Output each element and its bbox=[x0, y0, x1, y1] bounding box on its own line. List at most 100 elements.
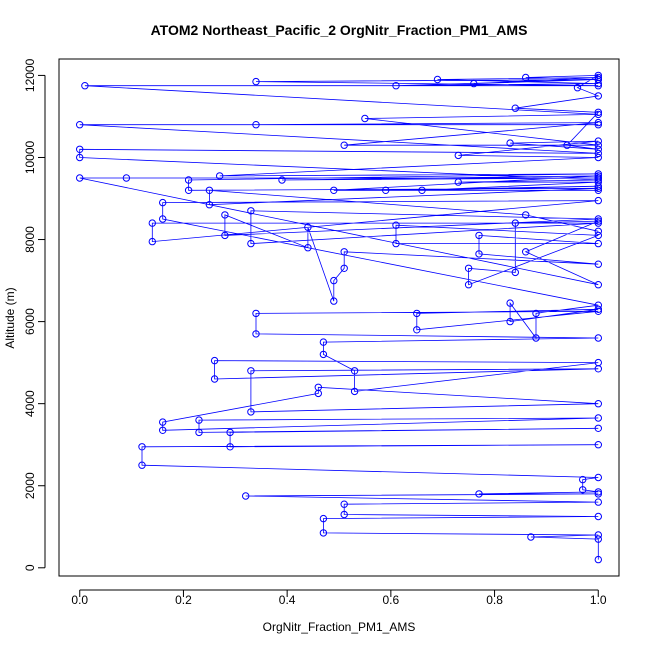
data-point bbox=[511, 104, 519, 112]
data-point bbox=[330, 276, 338, 285]
data-point bbox=[594, 75, 602, 84]
data-point bbox=[252, 309, 260, 318]
data-point bbox=[252, 330, 260, 338]
data-point bbox=[594, 231, 602, 240]
y-tick-label: 8000 bbox=[23, 226, 37, 253]
data-point bbox=[138, 461, 146, 469]
data-point bbox=[475, 490, 483, 498]
data-point bbox=[81, 82, 89, 90]
data-point bbox=[304, 244, 312, 252]
data-point bbox=[594, 531, 602, 539]
data-point bbox=[350, 387, 359, 396]
data-point bbox=[382, 186, 390, 195]
data-point bbox=[304, 223, 312, 231]
data-point bbox=[392, 82, 400, 90]
data-point bbox=[216, 172, 224, 180]
data-point bbox=[506, 317, 514, 326]
data-point bbox=[594, 71, 602, 80]
data-point bbox=[138, 443, 146, 451]
data-point bbox=[594, 555, 602, 564]
data-point bbox=[594, 424, 602, 432]
data-point bbox=[454, 178, 462, 186]
data-point bbox=[340, 141, 348, 149]
data-point bbox=[148, 219, 157, 227]
y-axis-label: Altitude (m) bbox=[3, 287, 17, 348]
data-point bbox=[159, 215, 167, 223]
data-point bbox=[594, 281, 602, 289]
data-point bbox=[579, 486, 587, 494]
data-point bbox=[594, 174, 602, 182]
data-point bbox=[159, 418, 167, 426]
data-point bbox=[594, 170, 602, 178]
data-point bbox=[210, 375, 219, 383]
data-point bbox=[252, 121, 260, 129]
data-point bbox=[594, 215, 602, 223]
data-point bbox=[319, 350, 328, 359]
data-point bbox=[522, 248, 530, 256]
data-point bbox=[76, 174, 84, 182]
y-tick-label: 12000 bbox=[23, 58, 37, 92]
x-axis-label: OrgNitr_Fraction_PM1_AMS bbox=[263, 620, 416, 634]
x-tick-label: 1.0 bbox=[590, 593, 607, 607]
data-point bbox=[594, 145, 602, 154]
data-point bbox=[522, 211, 530, 219]
data-point bbox=[340, 510, 348, 519]
data-point bbox=[392, 221, 400, 229]
data-point bbox=[594, 108, 602, 117]
data-point bbox=[76, 121, 84, 129]
y-tick-label: 2000 bbox=[23, 472, 37, 499]
data-point bbox=[340, 248, 348, 256]
data-point bbox=[594, 535, 602, 543]
data-point bbox=[532, 334, 540, 342]
data-point bbox=[594, 358, 602, 367]
data-point bbox=[350, 367, 359, 375]
data-point bbox=[205, 201, 214, 209]
data-point bbox=[76, 153, 84, 162]
data-point bbox=[340, 500, 348, 508]
data-point bbox=[252, 77, 260, 86]
y-tick-label: 10000 bbox=[23, 140, 37, 174]
series-layer bbox=[76, 71, 602, 564]
data-point bbox=[594, 141, 602, 149]
x-tick-label: 0.2 bbox=[175, 593, 192, 607]
y-axis: 0 2000 4000 6000 8000 10000 12000 bbox=[23, 58, 46, 571]
data-point bbox=[475, 231, 483, 240]
y-tick-label: 0 bbox=[23, 564, 37, 571]
data-point bbox=[594, 441, 602, 449]
data-point bbox=[594, 186, 602, 195]
data-point bbox=[330, 297, 338, 305]
data-point bbox=[594, 149, 602, 158]
data-point bbox=[594, 488, 602, 496]
x-axis: 0.0 0.2 0.4 0.6 0.8 1.0 bbox=[71, 589, 607, 607]
data-point bbox=[278, 176, 286, 184]
data-point bbox=[532, 309, 540, 318]
data-point bbox=[242, 492, 250, 500]
data-point bbox=[464, 264, 473, 272]
data-point bbox=[594, 227, 602, 236]
data-point bbox=[413, 326, 421, 334]
data-point bbox=[247, 239, 255, 248]
data-point bbox=[205, 186, 214, 195]
data-point bbox=[594, 217, 602, 225]
data-point bbox=[319, 514, 328, 523]
data-point bbox=[594, 334, 602, 342]
data-point bbox=[579, 475, 587, 484]
data-point bbox=[418, 186, 426, 195]
data-point bbox=[594, 473, 602, 482]
data-point bbox=[573, 84, 582, 92]
data-point bbox=[594, 153, 602, 162]
data-point bbox=[470, 79, 478, 88]
x-tick-label: 0.6 bbox=[383, 593, 400, 607]
data-point bbox=[563, 141, 571, 149]
data-point bbox=[594, 260, 602, 268]
data-point bbox=[433, 75, 442, 84]
data-point bbox=[594, 490, 602, 498]
x-tick-label: 0.0 bbox=[71, 593, 88, 607]
data-point bbox=[594, 137, 602, 145]
data-point bbox=[594, 73, 602, 82]
data-point bbox=[454, 151, 462, 160]
data-point bbox=[392, 239, 400, 248]
data-point bbox=[506, 139, 514, 147]
data-point bbox=[226, 428, 234, 437]
data-point bbox=[594, 121, 602, 129]
